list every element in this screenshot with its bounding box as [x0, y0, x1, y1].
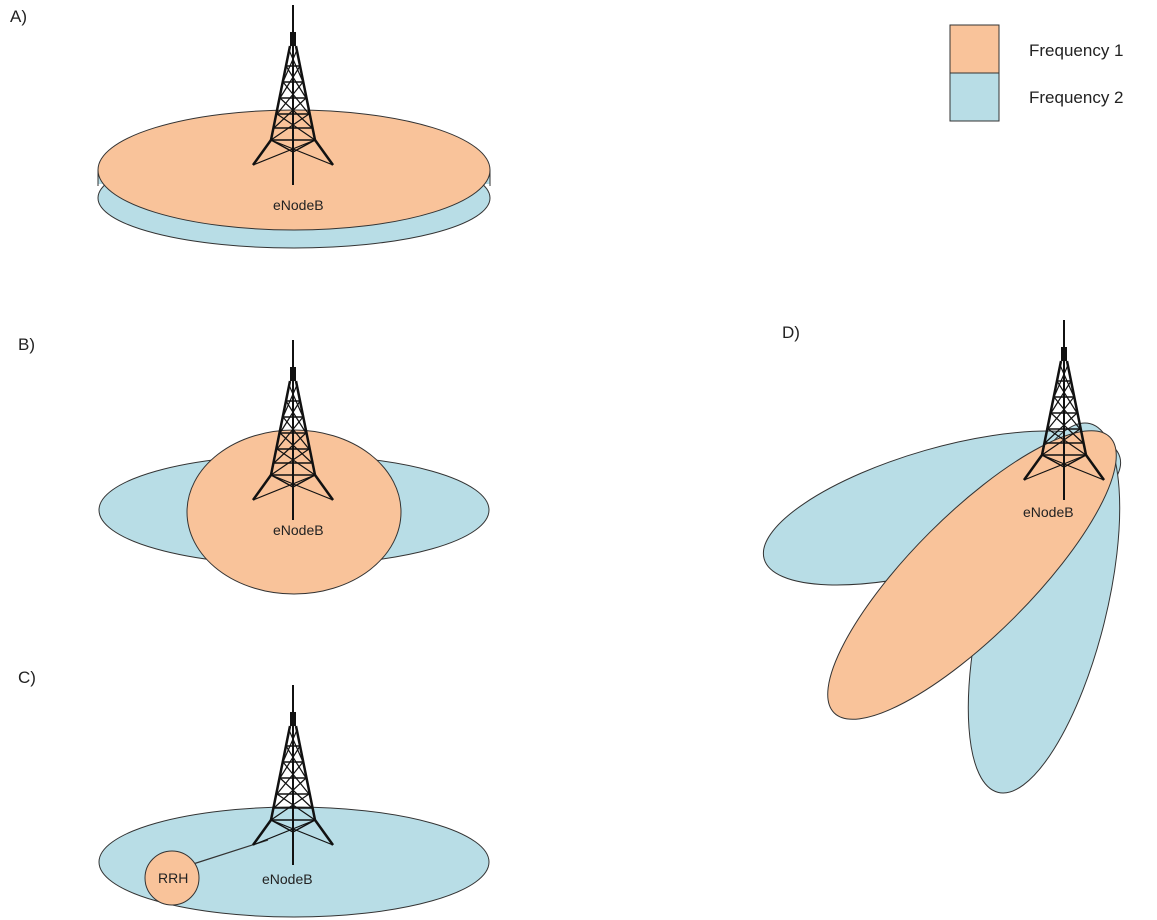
panel-b-label: B)	[18, 335, 35, 354]
enodeb-label-b: eNodeB	[273, 522, 324, 538]
panel-a: A) eNodeB	[10, 3, 491, 249]
frequency-1-lobe	[827, 430, 1117, 720]
enodeb-label-a: eNodeB	[273, 197, 324, 213]
legend-label-frequency-2: Frequency 2	[1029, 88, 1124, 107]
legend-label-frequency-1: Frequency 1	[1029, 41, 1124, 60]
panel-b: B) eNodeB	[18, 335, 490, 595]
enodeb-label-c: eNodeB	[262, 871, 313, 887]
panel-d: D) eNodeB	[762, 318, 1122, 794]
panel-a-label: A)	[10, 7, 27, 26]
rrh-coverage	[144, 850, 200, 906]
legend-swatch-frequency-1	[949, 24, 1000, 74]
panel-c-label: C)	[18, 668, 36, 687]
enodeb-label-d: eNodeB	[1023, 504, 1074, 520]
panel-c: C) RRH eNodeB	[18, 668, 490, 918]
legend-swatch-frequency-2	[949, 72, 1000, 122]
panel-d-label: D)	[782, 323, 800, 342]
legend: Frequency 1 Frequency 2	[949, 24, 1124, 122]
rrh-label: RRH	[158, 870, 188, 886]
